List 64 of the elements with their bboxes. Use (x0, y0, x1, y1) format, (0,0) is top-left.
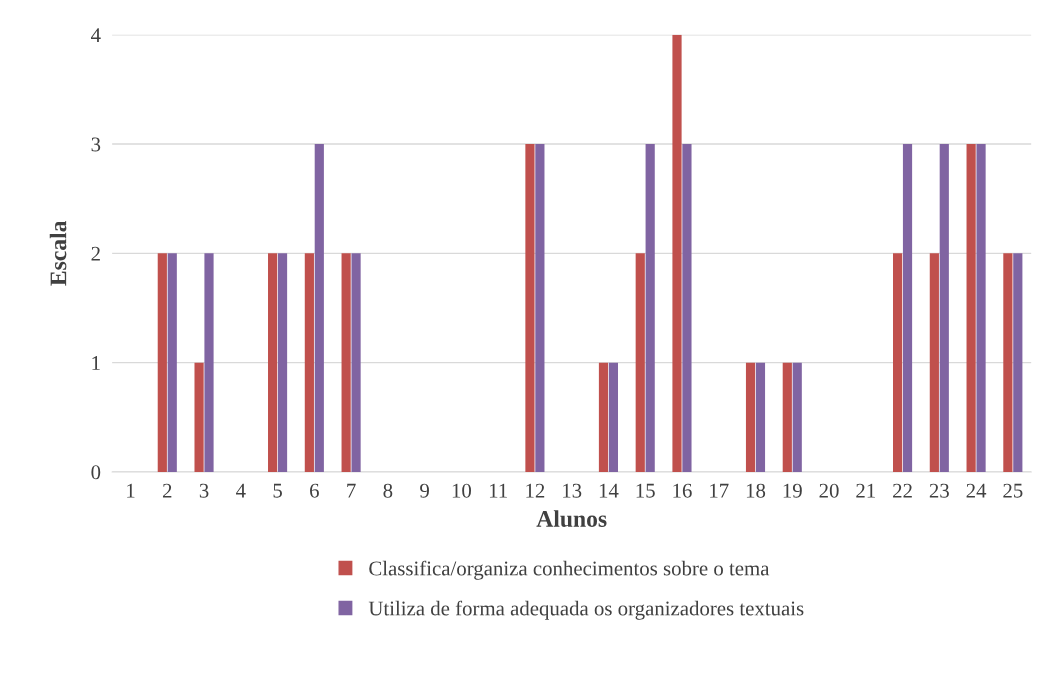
bar (351, 253, 361, 472)
x-tick-label: 6 (310, 483, 319, 498)
legend-label: Utiliza de forma adequada os organizadores textuais (368, 600, 804, 620)
x-tick-label: 15 (636, 483, 655, 498)
x-tick-label: 4 (236, 483, 246, 498)
y-axis-title: Escala (49, 220, 67, 286)
bar (682, 144, 692, 472)
bar (792, 362, 802, 472)
x-tick-label: 20 (819, 483, 839, 498)
x-tick-label: 13 (563, 483, 582, 498)
bar (535, 144, 545, 472)
x-tick-label: 7 (347, 483, 356, 498)
x-tick-label: 1 (127, 483, 135, 498)
x-tick-label: 25 (1003, 483, 1023, 498)
bar (1013, 253, 1023, 472)
bar (902, 144, 913, 472)
bar (268, 253, 278, 472)
x-tick-label: 5 (273, 483, 282, 498)
bar (635, 253, 645, 472)
bar (645, 144, 655, 472)
bar (893, 253, 903, 472)
bar (966, 144, 976, 472)
bar (341, 253, 351, 472)
bar (672, 34, 682, 472)
bar (167, 253, 177, 472)
bar (525, 144, 535, 472)
bar (929, 253, 939, 472)
x-tick-label: 3 (199, 483, 209, 498)
x-tick-label: 24 (966, 483, 987, 498)
x-tick-label: 16 (673, 483, 692, 498)
y-tick-label: 3 (91, 137, 101, 152)
bar (157, 253, 167, 472)
x-axis-title: Alunos (536, 510, 607, 527)
bar (755, 362, 766, 472)
y-tick-label: 1 (92, 356, 100, 370)
x-tick-label: 21 (856, 483, 875, 498)
bar (608, 362, 619, 472)
x-tick-label: 22 (893, 483, 912, 498)
bar (304, 253, 314, 472)
bar (745, 362, 756, 472)
x-tick-label: 10 (452, 483, 472, 498)
x-tick-label: 2 (162, 483, 172, 498)
x-tick-label: 14 (599, 483, 619, 498)
y-tick-label: 4 (91, 28, 101, 42)
bar (976, 144, 986, 472)
bar (194, 362, 204, 472)
bar (598, 362, 609, 472)
bar (782, 362, 792, 472)
x-tick-label: 9 (420, 483, 429, 498)
bar (314, 144, 324, 472)
bar (1003, 253, 1013, 472)
bar (939, 144, 949, 472)
x-tick-label: 18 (746, 483, 766, 498)
x-tick-label: 17 (710, 483, 729, 498)
bar (204, 253, 214, 472)
bar (277, 253, 288, 472)
x-tick-label: 23 (929, 483, 949, 498)
legend-label: Classifica/organiza conhecimentos sobre o tema (369, 560, 770, 580)
x-tick-label: 11 (489, 483, 507, 498)
x-tick-label: 8 (383, 483, 393, 498)
y-tick-label: 2 (91, 246, 100, 261)
x-tick-label: 12 (526, 483, 545, 498)
x-tick-label: 19 (783, 483, 802, 498)
y-tick-label: 0 (91, 465, 101, 480)
